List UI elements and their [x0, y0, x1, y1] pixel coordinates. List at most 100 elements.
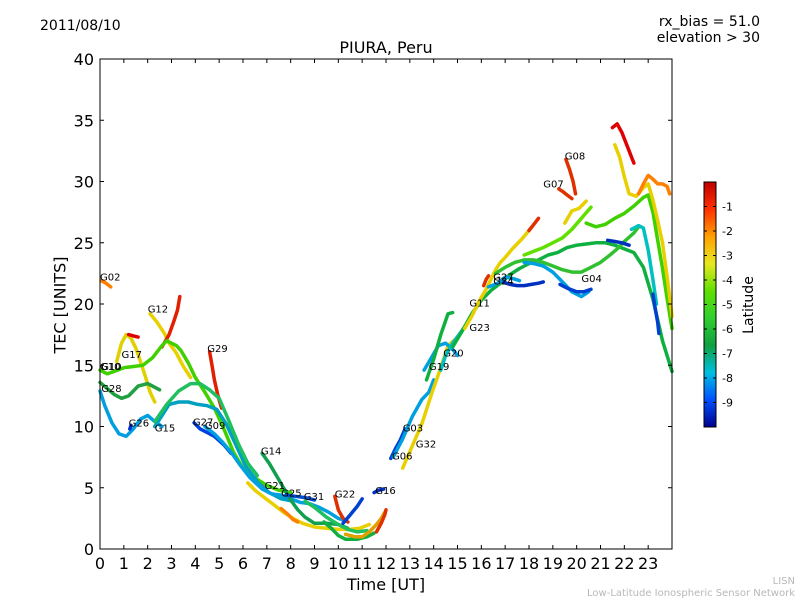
sat-label-G22: G22	[335, 490, 355, 501]
x-tick-label: 5	[214, 554, 224, 573]
y-tick-label: 10	[74, 418, 94, 437]
sat-label-G07: G07	[543, 180, 563, 191]
x-tick-label: 11	[352, 554, 372, 573]
series-G12	[148, 312, 193, 380]
x-tick-label: 10	[328, 554, 348, 573]
x-tick-label: 13	[400, 554, 420, 573]
series-G08b	[563, 199, 588, 225]
series-G03	[391, 378, 436, 459]
y-tick-label: 0	[84, 540, 94, 559]
series-G14	[260, 451, 350, 530]
sat-label-G24: G24	[493, 276, 513, 287]
series-G16b	[372, 487, 386, 495]
x-tick-label: 9	[309, 554, 319, 573]
x-tick-label: 23	[638, 554, 658, 573]
colorbar-tick-label: -6	[722, 323, 733, 336]
series-G25	[284, 493, 317, 502]
sat-label-G10: G10	[100, 362, 120, 373]
sat-label-G04: G04	[581, 274, 601, 285]
series-G19b	[424, 310, 455, 382]
colorbar-tick-label: -5	[722, 299, 733, 312]
series-G01	[613, 143, 674, 319]
series-G19	[422, 341, 460, 372]
sat-label-G03: G03	[403, 423, 423, 434]
colorbar-tick-label: -3	[722, 250, 733, 263]
sat-label-G26: G26	[129, 419, 149, 430]
series-G09	[203, 424, 348, 523]
series-G23	[450, 241, 674, 374]
x-axis-ticks: 0 1 2 3 4 5 6 7 8 9 10 11 12 13 14 15 16 17 18 19 20 21 22 23	[95, 59, 658, 573]
x-tick-label: 22	[614, 554, 634, 573]
x-tick-label: 7	[262, 554, 272, 573]
credit-acronym: LISN	[772, 576, 795, 587]
sat-label-G20: G20	[443, 349, 463, 360]
series-G22c	[343, 510, 387, 539]
series-G05c	[651, 292, 661, 336]
series-G24	[501, 280, 546, 288]
y-tick-label: 25	[74, 234, 94, 253]
series-G15b	[153, 381, 260, 478]
series-G05b	[605, 238, 631, 247]
series-G12b	[160, 294, 182, 349]
credit-network-name: Low-Latitude Ionospheric Sensor Network	[587, 588, 795, 599]
colorbar-tick-label: -1	[722, 201, 733, 214]
series-G07b	[557, 187, 574, 201]
sat-label-G10: G10	[101, 362, 121, 373]
series-G22d	[374, 508, 388, 534]
sat-label-G31: G31	[304, 492, 324, 503]
x-tick-label: 21	[590, 554, 610, 573]
chart-title: PIURA, Peru	[339, 38, 433, 57]
sat-label-G27: G27	[493, 273, 513, 284]
x-tick-label: 14	[423, 554, 443, 573]
x-tick-label: 15	[447, 554, 467, 573]
x-tick-label: 17	[495, 554, 515, 573]
series-G02	[99, 278, 113, 289]
sat-label-G09: G09	[205, 421, 225, 432]
x-tick-label: 18	[519, 554, 539, 573]
series-G24b	[486, 275, 522, 289]
series-G04b	[558, 282, 593, 294]
series-G05	[629, 223, 659, 306]
x-tick-label: 1	[119, 554, 129, 573]
colorbar-tick-label: -8	[722, 372, 733, 385]
series-G16	[341, 497, 364, 526]
colorbar-tick-label: -7	[722, 348, 733, 361]
series-G28	[98, 380, 162, 401]
x-tick-label: 3	[166, 554, 176, 573]
series-G22b	[322, 520, 376, 541]
x-tick-label: 8	[286, 554, 296, 573]
sat-label-G06: G06	[392, 452, 412, 463]
plot-frame	[99, 58, 673, 550]
colorbar-tick-label: -9	[722, 397, 733, 410]
series-G27b	[493, 225, 641, 276]
series-G07	[522, 205, 593, 257]
x-axis-label: Time [UT]	[346, 575, 426, 594]
colorbar-ticks: -9 -8 -7 -6 -5 -4 -3 -2 -1	[704, 201, 733, 410]
date-label: 2011/08/10	[40, 18, 121, 34]
y-tick-label: 5	[84, 479, 94, 498]
series-G31	[303, 499, 369, 534]
x-tick-label: 20	[566, 554, 586, 573]
colorbar-tick-label: -4	[722, 274, 733, 287]
x-tick-label: 0	[95, 554, 105, 573]
sat-label-G28: G28	[101, 384, 121, 395]
sat-label-G23: G23	[469, 323, 489, 334]
x-tick-label: 19	[543, 554, 563, 573]
series-layer	[98, 122, 674, 541]
y-tick-label: 30	[74, 173, 94, 192]
series-G13	[584, 193, 674, 331]
series-G26	[98, 389, 164, 439]
sat-label-G21: G21	[265, 481, 285, 492]
rx-bias-label: rx_bias = 51.0	[658, 14, 760, 30]
series-G11	[462, 228, 531, 331]
x-tick-label: 16	[471, 554, 491, 573]
series-G17	[114, 332, 157, 404]
series-G11c	[527, 216, 541, 233]
elevation-label: elevation > 30	[656, 30, 760, 46]
sat-label-G12: G12	[148, 305, 168, 316]
sat-label-G11: G11	[469, 298, 489, 309]
y-tick-label: 15	[74, 356, 94, 375]
series-G08	[564, 157, 578, 196]
series-G21b	[279, 506, 300, 524]
